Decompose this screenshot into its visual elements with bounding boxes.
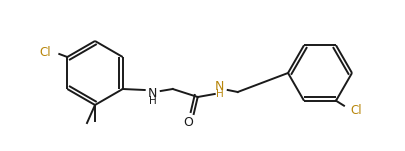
Text: N: N bbox=[148, 87, 158, 100]
Text: Cl: Cl bbox=[350, 104, 362, 117]
Text: N: N bbox=[215, 79, 224, 93]
Text: H: H bbox=[149, 96, 157, 106]
Text: H: H bbox=[216, 89, 224, 99]
Text: O: O bbox=[183, 116, 193, 129]
Text: Cl: Cl bbox=[39, 45, 51, 58]
